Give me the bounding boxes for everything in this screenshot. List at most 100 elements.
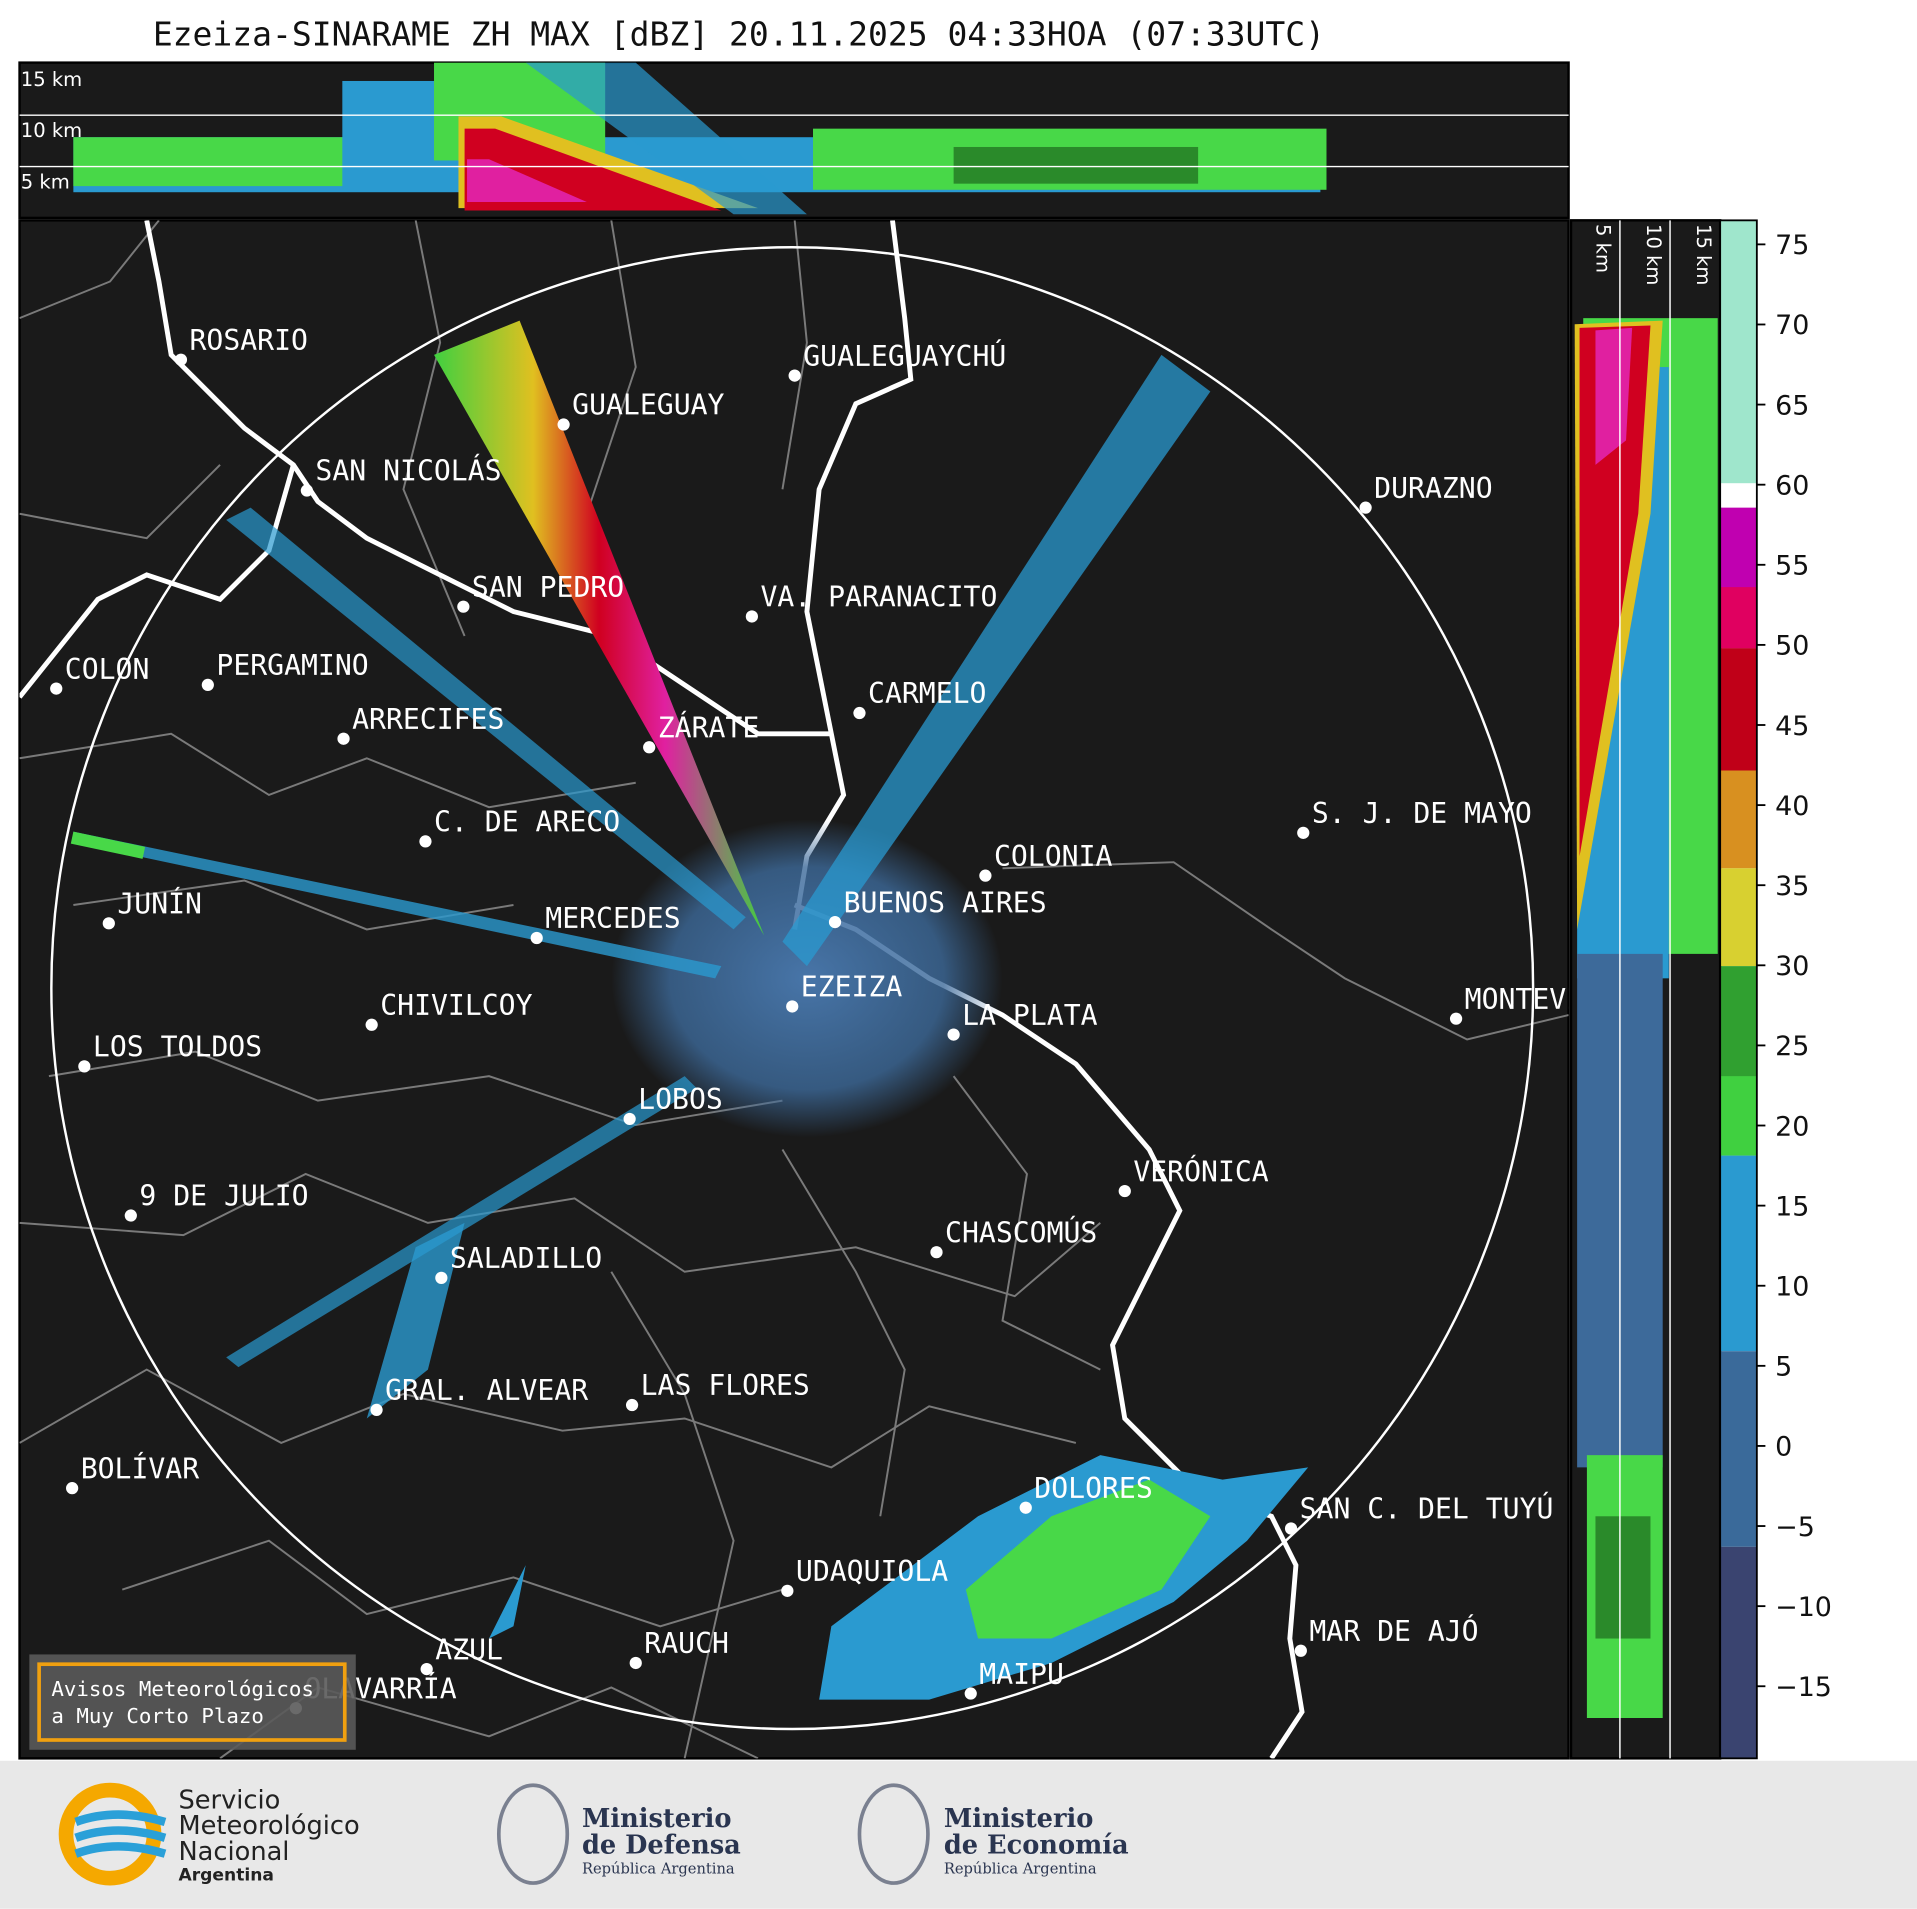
top-section: 15 km 10 km 5 km [18, 61, 1570, 220]
city-dot [947, 1028, 960, 1041]
colorbar-tick-label: 15 [1775, 1191, 1809, 1222]
height-label: 5 km [1592, 224, 1615, 273]
city-label: GUALEGUAYCHÚ [803, 339, 1006, 373]
city-dot [643, 741, 656, 754]
city-label: MAIPU [979, 1658, 1064, 1691]
city-dot [370, 1403, 383, 1417]
city-label: COLONIA [994, 840, 1113, 873]
city-dot [788, 369, 801, 382]
city-label: S. J. DE MAYO [1312, 797, 1532, 830]
city-label: LA PLATA [962, 999, 1097, 1032]
colorbar: −15 −10 −5 0 5 10 15 20 25 30 35 40 45 50 55 60 65 70 75 [1719, 219, 1832, 1760]
city-dot [78, 1060, 91, 1073]
city-label: DOLORES [1034, 1472, 1152, 1505]
logo-text: Ministerio [944, 1804, 1094, 1834]
city-label: CHIVILCOY [380, 989, 532, 1022]
colorbar-tick-label: 25 [1775, 1031, 1809, 1062]
city-dot [66, 1482, 79, 1495]
city-label: MAR DE AJÓ [1309, 1614, 1478, 1648]
footer-bg [0, 1760, 1917, 1909]
city-label: LAS FLORES [641, 1369, 810, 1402]
city-dot [201, 678, 214, 692]
city-dot [745, 610, 758, 623]
city-label: JUNÍN [117, 887, 202, 921]
city-label: GRAL. ALVEAR [385, 1374, 588, 1407]
city-label: AZUL [435, 1633, 503, 1666]
city-label: MERCEDES [545, 902, 680, 935]
city-label: LOBOS [638, 1083, 723, 1116]
city-dot [337, 732, 350, 745]
height-label: 15 km [1692, 224, 1715, 285]
city-label: UDAQUIOLA [796, 1555, 948, 1588]
logo-text: Argentina [178, 1866, 273, 1886]
city-label: GUALEGUAY [572, 389, 724, 422]
logo-text: de Economía [944, 1831, 1129, 1861]
city-dot [1118, 1184, 1131, 1198]
logo-text: República Argentina [944, 1860, 1097, 1877]
city-label: MONTEVIDEO [1465, 983, 1634, 1016]
alert-text: Avisos Meteorológicos [51, 1677, 314, 1701]
city-label: EZEIZA [801, 971, 903, 1004]
city-label: C. DE ARECO [434, 806, 620, 839]
colorbar-tick-label: 65 [1775, 390, 1809, 421]
city-dot [102, 917, 115, 930]
city-label: COLON [65, 653, 150, 686]
city-dot [435, 1271, 448, 1284]
city-dot [786, 1000, 799, 1013]
logo-text: Meteorológico [178, 1811, 359, 1841]
city-dot [457, 600, 470, 613]
logo-text: República Argentina [582, 1860, 735, 1877]
city-label: CARMELO [868, 677, 986, 710]
colorbar-tick-label: 70 [1775, 310, 1809, 341]
logo-text: Ministerio [582, 1804, 732, 1834]
city-dot [623, 1112, 636, 1126]
city-label: VA. PARANACITO [760, 581, 997, 614]
city-dot [828, 915, 842, 929]
city-dot [557, 418, 570, 431]
city-label: SAN NICOLÁS [315, 454, 501, 488]
city-label: ZÁRATE [658, 710, 760, 744]
city-label: BUENOS AIRES [844, 886, 1047, 919]
city-dot [964, 1687, 977, 1700]
height-label: 10 km [1642, 224, 1665, 285]
colorbar-tick-label: 50 [1775, 631, 1809, 662]
city-dot [124, 1209, 137, 1222]
city-dot [1297, 826, 1310, 839]
logo-text: Nacional [178, 1837, 289, 1867]
colorbar-tick-label: 55 [1775, 551, 1809, 582]
city-dot [174, 353, 188, 366]
city-label: 9 DE JULIO [139, 1180, 308, 1213]
colorbar-tick-label: −10 [1775, 1592, 1832, 1623]
height-label: 5 km [21, 171, 70, 194]
map: ROSARIO GUALEGUAYCHÚ GUALEGUAY SAN NICOLÁS D… [18, 219, 1634, 1760]
colorbar-tick-label: 20 [1775, 1111, 1809, 1142]
city-layer: ROSARIO GUALEGUAYCHÚ GUALEGUAY SAN NICOLÁS D… [50, 324, 1634, 1715]
alert-text: a Muy Corto Plazo [51, 1704, 264, 1728]
city-label: SAN PEDRO [472, 571, 624, 604]
city-label: SALADILLO [450, 1242, 602, 1275]
city-label: ARRECIFES [352, 703, 504, 736]
footer: Servicio Meteorológico Nacional Argentin… [58, 1782, 1129, 1886]
colorbar-tick-label: 40 [1775, 791, 1809, 822]
title: Ezeiza-SINARAME ZH MAX [dBZ] 20.11.2025 … [153, 15, 1325, 54]
city-dot [1019, 1501, 1032, 1514]
city-dot [1294, 1644, 1307, 1657]
city-label: BOLÍVAR [81, 1451, 200, 1485]
colorbar-tick-label: 45 [1775, 711, 1809, 742]
height-label: 15 km [21, 68, 82, 91]
city-label: VERÓNICA [1133, 1154, 1268, 1188]
city-dot [420, 1662, 433, 1676]
city-dot [365, 1018, 378, 1031]
city-label: LOS TOLDOS [93, 1031, 262, 1064]
colorbar-tick-label: 75 [1775, 230, 1809, 261]
city-label: RAUCH [644, 1627, 729, 1660]
city-dot [781, 1584, 794, 1597]
city-dot [625, 1398, 639, 1412]
colorbar-tick-label: 35 [1775, 871, 1809, 902]
city-label: ROSARIO [189, 324, 307, 357]
city-dot [629, 1656, 642, 1670]
colorbar-tick-label: 10 [1775, 1272, 1809, 1303]
side-section: 5 km 10 km 15 km [1569, 219, 1722, 1760]
